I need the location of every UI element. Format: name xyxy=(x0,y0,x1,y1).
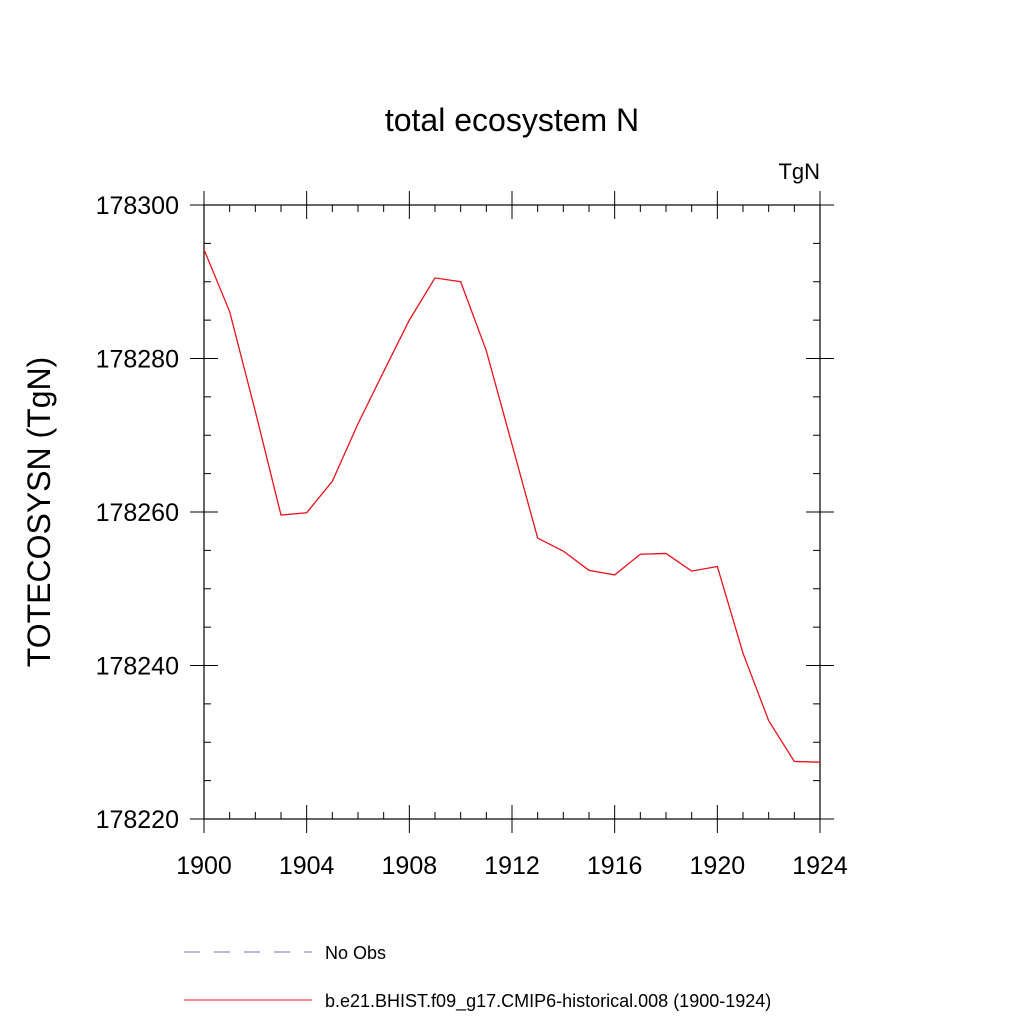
x-tick-label: 1924 xyxy=(792,852,848,880)
x-tick-label: 1908 xyxy=(382,852,438,880)
legend: No Obs b.e21.BHIST.f09_g17.CMIP6-historic… xyxy=(184,943,771,1012)
y-tick-label: 178240 xyxy=(96,653,179,681)
x-tick-label: 1916 xyxy=(587,852,643,880)
y-tick-label: 178280 xyxy=(96,346,179,374)
x-tick-labels: 1900 1904 1908 1912 1916 1920 1924 xyxy=(176,852,848,880)
plot-frame xyxy=(203,204,821,820)
x-tick-label: 1920 xyxy=(690,852,746,880)
axis-ticks xyxy=(190,191,834,833)
x-tick-label: 1900 xyxy=(176,852,232,880)
y-tick-label: 178300 xyxy=(96,192,179,220)
y-tick-labels: 178220 178240 178260 178280 178300 xyxy=(96,192,179,834)
chart-title: total ecosystem N xyxy=(385,102,639,138)
series-line-1 xyxy=(203,249,821,763)
y-tick-label: 178220 xyxy=(96,806,179,834)
series-lines xyxy=(203,249,821,763)
legend-label-1: b.e21.BHIST.f09_g17.CMIP6-historical.008… xyxy=(325,991,771,1012)
x-tick-label: 1904 xyxy=(279,852,335,880)
y-tick-label: 178260 xyxy=(96,499,179,527)
x-tick-label: 1912 xyxy=(484,852,540,880)
units-label: TgN xyxy=(778,159,820,184)
legend-label-0: No Obs xyxy=(325,943,386,963)
y-axis-label: TOTECOSYSN (TgN) xyxy=(21,357,57,668)
